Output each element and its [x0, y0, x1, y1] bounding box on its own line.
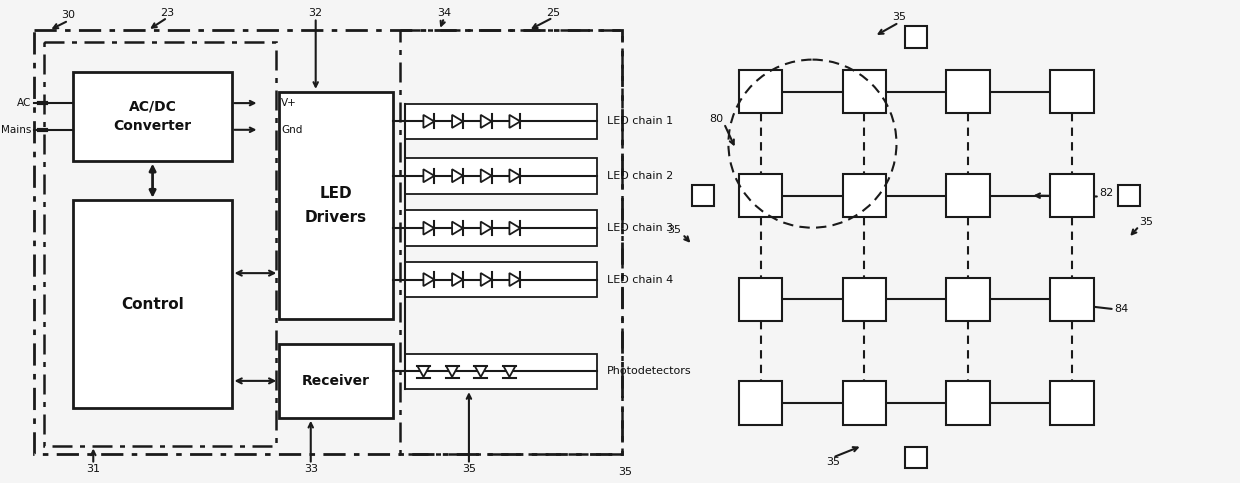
- Text: B: B: [755, 292, 766, 306]
- Bar: [739, 382, 782, 425]
- Text: 23: 23: [160, 8, 175, 18]
- Bar: [33, 30, 622, 454]
- Bar: [43, 43, 277, 446]
- Bar: [404, 262, 598, 298]
- Text: 32: 32: [309, 8, 322, 18]
- Polygon shape: [423, 115, 434, 128]
- Text: Mains: Mains: [0, 125, 31, 135]
- Polygon shape: [481, 273, 491, 286]
- Text: 35: 35: [892, 12, 906, 22]
- Polygon shape: [481, 222, 491, 235]
- Bar: [946, 278, 990, 321]
- Text: W: W: [753, 396, 768, 410]
- Text: LED chain 3: LED chain 3: [608, 223, 673, 233]
- Text: G: G: [962, 396, 973, 410]
- Bar: [946, 70, 990, 114]
- Text: 35: 35: [826, 457, 839, 468]
- Text: LED: LED: [320, 186, 352, 201]
- Polygon shape: [446, 366, 458, 377]
- Polygon shape: [418, 366, 429, 377]
- Bar: [73, 200, 232, 408]
- Text: Drivers: Drivers: [305, 210, 367, 225]
- Polygon shape: [453, 169, 463, 182]
- Polygon shape: [423, 222, 434, 235]
- Text: AC/DC: AC/DC: [129, 99, 176, 114]
- Bar: [404, 211, 598, 246]
- Bar: [279, 344, 393, 418]
- Polygon shape: [423, 169, 434, 182]
- Polygon shape: [503, 366, 516, 377]
- Text: G: G: [858, 292, 870, 306]
- Text: 35: 35: [667, 225, 682, 235]
- Text: G: G: [755, 85, 766, 99]
- Bar: [905, 447, 928, 469]
- Text: G: G: [1066, 188, 1078, 202]
- Polygon shape: [481, 169, 491, 182]
- Bar: [279, 92, 393, 319]
- Text: 35: 35: [1140, 217, 1153, 227]
- Text: R: R: [859, 396, 869, 410]
- Bar: [843, 382, 887, 425]
- Text: R: R: [962, 292, 973, 306]
- Bar: [905, 27, 928, 48]
- Bar: [404, 158, 598, 194]
- Bar: [739, 278, 782, 321]
- Polygon shape: [510, 115, 521, 128]
- Bar: [73, 72, 232, 161]
- Bar: [843, 278, 887, 321]
- Text: 25: 25: [546, 8, 560, 18]
- Bar: [1050, 174, 1094, 217]
- Text: LED chain 2: LED chain 2: [608, 171, 673, 181]
- Text: B: B: [962, 188, 973, 202]
- Polygon shape: [453, 273, 463, 286]
- Polygon shape: [481, 115, 491, 128]
- Bar: [946, 174, 990, 217]
- Bar: [404, 103, 598, 139]
- Bar: [739, 70, 782, 114]
- Text: V+: V+: [281, 98, 296, 108]
- Bar: [946, 382, 990, 425]
- Text: LED chain 4: LED chain 4: [608, 274, 673, 284]
- Text: W: W: [857, 188, 872, 202]
- Text: Receiver: Receiver: [303, 374, 370, 388]
- Polygon shape: [453, 115, 463, 128]
- Bar: [1050, 382, 1094, 425]
- Bar: [1050, 278, 1094, 321]
- Text: 35: 35: [463, 464, 476, 474]
- Text: R: R: [755, 188, 766, 202]
- Text: B: B: [1066, 396, 1078, 410]
- Bar: [843, 174, 887, 217]
- Text: R: R: [1066, 85, 1078, 99]
- Text: 35: 35: [618, 468, 632, 477]
- Text: Gnd: Gnd: [281, 125, 303, 135]
- Text: Control: Control: [122, 297, 184, 312]
- Text: Converter: Converter: [114, 119, 192, 133]
- Text: W: W: [1064, 292, 1080, 306]
- Polygon shape: [510, 273, 521, 286]
- Text: 31: 31: [87, 464, 100, 474]
- Polygon shape: [423, 273, 434, 286]
- Text: W: W: [961, 85, 976, 99]
- Bar: [399, 30, 622, 454]
- Polygon shape: [475, 366, 487, 377]
- Bar: [692, 185, 714, 206]
- Text: 34: 34: [438, 8, 451, 18]
- Text: 80: 80: [709, 114, 723, 125]
- Polygon shape: [453, 222, 463, 235]
- Text: 30: 30: [62, 10, 76, 20]
- Text: 33: 33: [304, 464, 317, 474]
- Polygon shape: [510, 169, 521, 182]
- Bar: [1050, 70, 1094, 114]
- Bar: [1118, 185, 1140, 206]
- Text: 84: 84: [1115, 304, 1128, 314]
- Text: AC: AC: [16, 98, 31, 108]
- Text: 82: 82: [1100, 187, 1114, 198]
- Polygon shape: [510, 222, 521, 235]
- Text: B: B: [859, 85, 869, 99]
- Bar: [843, 70, 887, 114]
- Text: Photodetectors: Photodetectors: [608, 367, 692, 376]
- Bar: [404, 354, 598, 389]
- Text: LED chain 1: LED chain 1: [608, 116, 673, 127]
- Bar: [739, 174, 782, 217]
